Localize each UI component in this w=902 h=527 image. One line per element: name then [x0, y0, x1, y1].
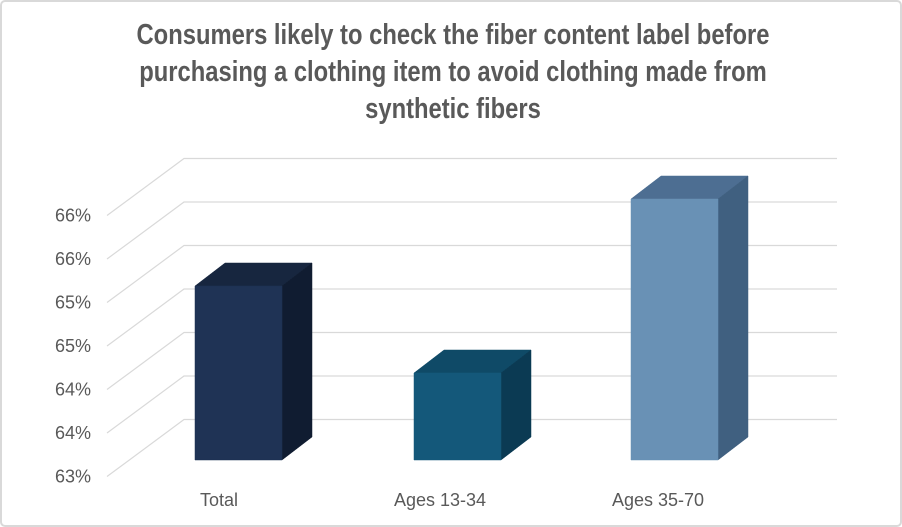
chart-title-line-1: Consumers likely to check the fiber cont… [136, 19, 770, 51]
chart-title-line-2: purchasing a clothing item to avoid clot… [139, 56, 767, 88]
gridline [106, 157, 837, 216]
gridline [106, 418, 837, 477]
gridline [106, 375, 837, 434]
bar-total [194, 262, 313, 461]
y-axis-tick-label: 63% [55, 467, 91, 487]
y-axis-tick-label: 66% [55, 249, 91, 269]
bar-front-face [413, 372, 502, 461]
gridline [106, 331, 837, 390]
bar-front-face [194, 285, 283, 461]
bar-ages-35-70 [630, 175, 749, 461]
y-axis-tick-label: 64% [55, 380, 91, 400]
x-axis-category-label: Total [200, 490, 238, 510]
bar-side-face [717, 175, 749, 461]
gridline [106, 244, 837, 303]
chart-title-line-3: synthetic fibers [365, 93, 541, 125]
x-axis-category-label: Ages 35-70 [612, 490, 704, 510]
chart-title: Consumers likely to check the fiber cont… [83, 17, 823, 128]
y-axis-tick-label: 65% [55, 293, 91, 313]
y-axis-tick-label: 66% [55, 206, 91, 226]
y-axis-tick-label: 65% [55, 336, 91, 356]
bar-front-face [630, 198, 719, 461]
gridline [106, 288, 837, 347]
bar-ages-13-34 [413, 349, 532, 461]
x-axis-category-label: Ages 13-34 [394, 490, 486, 510]
bar-side-face [281, 262, 313, 461]
y-axis-tick-label: 64% [55, 423, 91, 443]
gridline [106, 201, 837, 260]
